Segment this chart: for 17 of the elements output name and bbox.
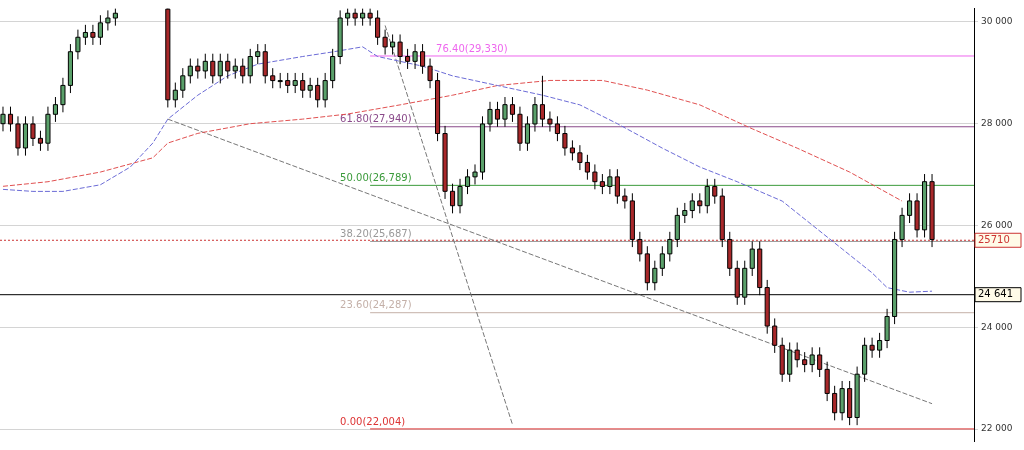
ref-line-label: 38.20(25,687) xyxy=(340,228,412,240)
line-series xyxy=(2,79,903,202)
ref-line-label: 24 641 xyxy=(978,288,1013,300)
y-tick-label: 24 000 xyxy=(981,321,1013,332)
ref-line-label: 76.40(29,330) xyxy=(436,42,508,54)
ref-line-label: 0.00(22,004) xyxy=(340,415,406,427)
ref-line-label: 23.60(24,287) xyxy=(340,299,412,311)
ref-line-label: 61.80(27,940) xyxy=(340,113,412,125)
line-series xyxy=(2,46,933,293)
candlestick xyxy=(30,115,36,147)
candlestick xyxy=(502,96,508,128)
y-tick-label: 26 000 xyxy=(981,219,1013,230)
ref-line-label: 25710 xyxy=(978,233,1010,245)
y-tick-label: 22 000 xyxy=(981,423,1013,434)
y-tick-label: 28 000 xyxy=(981,118,1013,129)
ref-line-label: 50.00(26,789) xyxy=(340,171,412,183)
y-tick-label: 30 000 xyxy=(981,16,1013,27)
